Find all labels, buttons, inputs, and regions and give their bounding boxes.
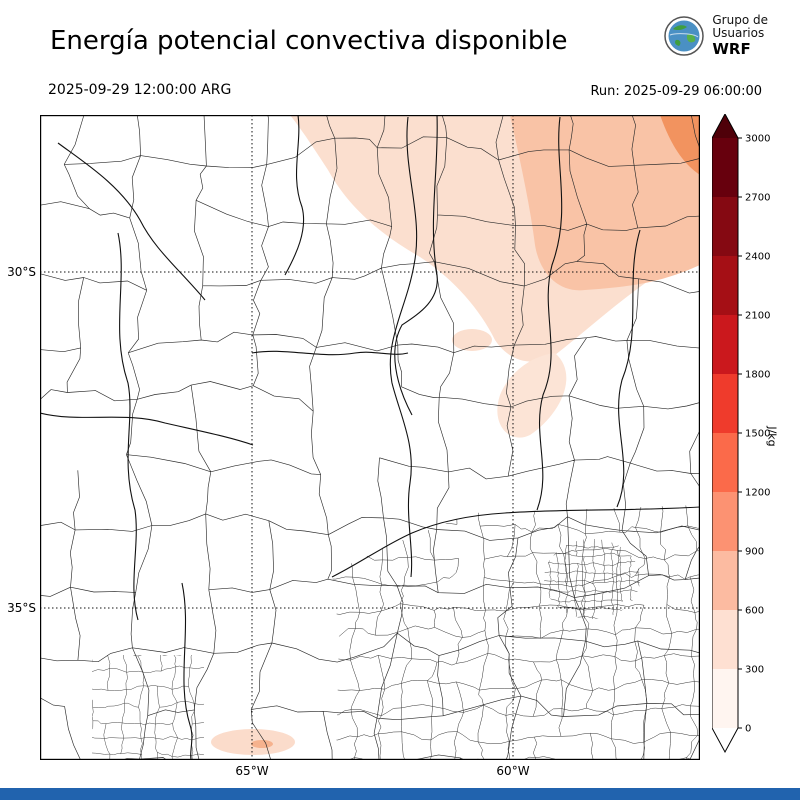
province-boundaries [40,115,700,760]
svg-text:600: 600 [745,606,764,617]
logo-line1: Grupo de [712,13,768,27]
lon-label-65w: 65°W [235,764,269,778]
run-time-label: Run: 2025-09-29 06:00:00 [590,84,762,99]
logo-line2: Usuarios [712,26,765,41]
svg-text:3000: 3000 [745,134,770,145]
svg-text:1800: 1800 [745,370,770,381]
svg-text:0: 0 [745,724,751,735]
svg-text:2100: 2100 [745,311,770,322]
svg-text:1500: 1500 [745,429,770,440]
logo-text: Grupo de Usuarios WRF [712,13,768,58]
svg-text:300: 300 [745,665,764,676]
latlon-gridlines [40,115,700,760]
page-title: Energía potencial convectiva disponible [50,26,568,56]
colorbar-svg: 0 300 600 900 1200 1500 1800 2100 2400 2700 3000 [711,112,770,754]
lon-label-60w: 60°W [496,764,530,778]
map-frame [40,115,700,760]
cape-shading [211,115,700,755]
map-canvas [40,115,700,760]
svg-text:2700: 2700 [745,193,770,204]
wrf-logo: Grupo de Usuarios WRF [663,13,768,58]
valid-time-label: 2025-09-29 12:00:00 ARG [48,82,232,98]
colorbar: 0 300 600 900 1200 1500 1800 2100 2400 2700 3000 [711,112,778,760]
footer-bar [0,788,800,800]
logo-line3: WRF [712,39,751,58]
svg-text:2400: 2400 [745,252,770,263]
cape-map [40,115,700,760]
lat-label-35s: 35°S [7,601,36,615]
globe-icon [664,16,705,56]
lat-label-30s: 30°S [7,265,36,279]
svg-text:1200: 1200 [745,488,770,499]
colorbar-unit-label: J/kg [765,426,779,447]
svg-text:900: 900 [745,547,764,558]
